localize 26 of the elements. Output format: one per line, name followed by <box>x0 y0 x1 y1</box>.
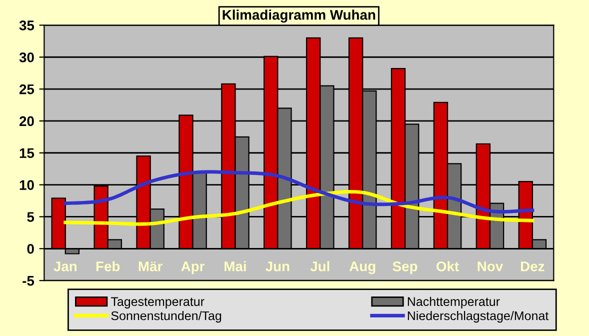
y-tick-label: 20 <box>19 116 34 126</box>
y-tick-label: -5 <box>22 276 34 286</box>
x-tick-label: Jul <box>310 261 330 272</box>
x-tick-label: Aug <box>349 262 376 274</box>
x-tick-label: Feb <box>96 261 120 272</box>
x-tick-label: Okt <box>436 261 459 272</box>
legend-label: Tagestemperatur <box>110 297 204 308</box>
legend-label: Sonnenstunden/Tag <box>111 310 222 323</box>
legend-label: Niederschlagstage/Monat <box>408 310 549 323</box>
x-tick-label: Jun <box>266 262 290 272</box>
legend-label: Nachttemperatur <box>408 296 500 308</box>
y-tick-label: 25 <box>19 84 34 94</box>
chart-title: Klimadiagramm Wuhan <box>222 10 376 23</box>
x-tick-label: Dez <box>521 262 544 272</box>
y-tick-label: 30 <box>19 52 34 62</box>
x-tick-label: Sep <box>392 261 418 274</box>
y-tick-label: 15 <box>20 148 34 158</box>
y-tick-label: 35 <box>19 20 34 30</box>
y-tick-label: 0 <box>27 244 34 254</box>
x-tick-label: Mai <box>224 261 246 272</box>
x-tick-label: Mär <box>138 262 162 272</box>
y-tick-label: 5 <box>27 212 34 222</box>
x-tick-label: Nov <box>478 262 504 272</box>
x-tick-label: Apr <box>181 262 205 274</box>
x-tick-label: Jan <box>54 262 77 272</box>
y-tick-label: 10 <box>20 180 34 190</box>
